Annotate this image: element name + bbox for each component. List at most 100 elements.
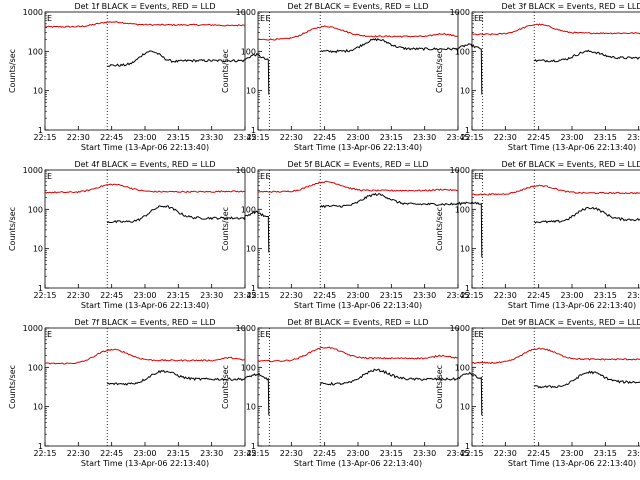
x-tick-label: 22:15 bbox=[246, 449, 269, 458]
y-tick-label: 10 bbox=[460, 87, 470, 96]
e-marker: E bbox=[260, 330, 265, 339]
x-axis-label: Start Time (13-Apr-06 22:13:40) bbox=[508, 459, 636, 468]
e-marker: E bbox=[478, 14, 483, 23]
y-tick-label: 1000 bbox=[23, 8, 43, 17]
lld-series-line bbox=[471, 347, 640, 365]
y-tick-label: 10 bbox=[246, 403, 256, 412]
x-tick-label: 23:45 bbox=[233, 133, 256, 142]
plot-frame bbox=[471, 169, 640, 289]
y-tick-label: 1000 bbox=[23, 166, 43, 175]
x-tick-label: 22:15 bbox=[460, 133, 483, 142]
x-axis-label: Start Time (13-Apr-06 22:13:40) bbox=[508, 301, 636, 310]
x-tick-label: 23:15 bbox=[167, 133, 190, 142]
x-tick-label: 23:00 bbox=[560, 449, 583, 458]
x-tick-label: 22:15 bbox=[246, 133, 269, 142]
panel-title: Det 2f BLACK = Events, RED = LLD bbox=[287, 2, 428, 11]
x-tick-label: 23:45 bbox=[446, 291, 469, 300]
x-tick-label: 22:30 bbox=[280, 133, 303, 142]
y-axis-label: Counts/sec bbox=[8, 365, 17, 409]
e-marker: E bbox=[260, 172, 265, 181]
events-series-line bbox=[106, 205, 270, 253]
x-tick-label: 22:45 bbox=[313, 133, 336, 142]
y-tick-label: 1000 bbox=[450, 166, 470, 175]
y-tick-label: 1 bbox=[251, 284, 256, 293]
panel-title: Det 4f BLACK = Events, RED = LLD bbox=[74, 160, 215, 169]
y-tick-label: 100 bbox=[28, 47, 43, 56]
y-tick-label: 1000 bbox=[23, 324, 43, 333]
panel-8: Det 8f BLACK = Events, RED = LLD 1 10 100 10… bbox=[221, 318, 484, 468]
e-marker: E bbox=[474, 14, 479, 23]
y-tick-label: 1 bbox=[465, 284, 470, 293]
x-tick-label: 23:15 bbox=[380, 133, 403, 142]
y-tick-label: 1000 bbox=[450, 324, 470, 333]
events-series-line bbox=[319, 192, 483, 258]
x-tick-label: 22:45 bbox=[100, 291, 123, 300]
x-tick-label: 23:00 bbox=[133, 133, 156, 142]
panel-4: Det 4f BLACK = Events, RED = LLD 1 10 100 10… bbox=[8, 160, 271, 310]
x-tick-label: 23:00 bbox=[560, 291, 583, 300]
y-axis-label: Counts/sec bbox=[221, 365, 230, 409]
events-series-line bbox=[107, 50, 270, 95]
x-tick-label: 22:30 bbox=[67, 133, 90, 142]
x-tick-label: 22:30 bbox=[280, 291, 303, 300]
plot-frame bbox=[44, 327, 246, 447]
y-tick-label: 100 bbox=[455, 363, 470, 372]
x-axis-label: Start Time (13-Apr-06 22:13:40) bbox=[294, 301, 422, 310]
panel-title: Det 1f BLACK = Events, RED = LLD bbox=[74, 2, 215, 11]
x-tick-label: 23:00 bbox=[133, 291, 156, 300]
panel-1: Det 1f BLACK = Events, RED = LLD 1 10 100 10… bbox=[8, 2, 271, 152]
y-tick-label: 100 bbox=[28, 363, 43, 372]
plot-frame bbox=[257, 327, 459, 447]
x-tick-label: 23:30 bbox=[200, 133, 223, 142]
x-tick-label: 23:00 bbox=[133, 449, 156, 458]
y-axis-label: Counts/sec bbox=[435, 207, 444, 251]
lld-series-line bbox=[44, 183, 246, 194]
x-tick-label: 22:30 bbox=[494, 133, 517, 142]
panel-title: Det 5f BLACK = Events, RED = LLD bbox=[287, 160, 428, 169]
x-tick-label: 22:45 bbox=[100, 133, 123, 142]
x-tick-label: 22:45 bbox=[313, 449, 336, 458]
x-tick-label: 22:45 bbox=[527, 133, 550, 142]
x-tick-label: 23:30 bbox=[413, 291, 436, 300]
y-tick-label: 10 bbox=[460, 403, 470, 412]
x-tick-label: 23:15 bbox=[167, 291, 190, 300]
y-axis-label: Counts/sec bbox=[435, 49, 444, 93]
x-tick-label: 23:45 bbox=[446, 133, 469, 142]
y-tick-label: 100 bbox=[241, 47, 256, 56]
e-marker: E bbox=[478, 330, 483, 339]
x-tick-label: 22:45 bbox=[100, 449, 123, 458]
events-series-line bbox=[533, 49, 640, 63]
y-axis-label: Counts/sec bbox=[435, 365, 444, 409]
y-tick-label: 1000 bbox=[236, 324, 256, 333]
x-axis-label: Start Time (13-Apr-06 22:13:40) bbox=[294, 459, 422, 468]
x-tick-label: 23:30 bbox=[413, 449, 436, 458]
panel-9: Det 9f BLACK = Events, RED = LLD 1 10 100 10… bbox=[435, 318, 640, 468]
plot-frame bbox=[257, 169, 459, 289]
x-tick-label: 22:30 bbox=[280, 449, 303, 458]
e-marker: E bbox=[265, 330, 270, 339]
e-marker: E bbox=[474, 172, 479, 181]
events-series-line bbox=[533, 206, 640, 224]
e-marker: E bbox=[47, 330, 52, 339]
panel-title: Det 7f BLACK = Events, RED = LLD bbox=[74, 318, 215, 327]
x-tick-label: 22:15 bbox=[33, 133, 56, 142]
e-marker: E bbox=[478, 172, 483, 181]
x-tick-label: 22:45 bbox=[527, 291, 550, 300]
panel-title: Det 3f BLACK = Events, RED = LLD bbox=[501, 2, 640, 11]
x-axis-label: Start Time (13-Apr-06 22:13:40) bbox=[294, 143, 422, 152]
x-tick-label: 23:15 bbox=[594, 133, 617, 142]
plot-frame bbox=[44, 169, 246, 289]
y-tick-label: 1 bbox=[38, 126, 43, 135]
x-tick-label: 23:00 bbox=[346, 291, 369, 300]
panel-title: Det 9f BLACK = Events, RED = LLD bbox=[501, 318, 640, 327]
panel-2: Det 2f BLACK = Events, RED = LLD 1 10 100 10… bbox=[221, 2, 484, 152]
e-marker: E bbox=[265, 172, 270, 181]
y-tick-label: 100 bbox=[28, 205, 43, 214]
panel-7: Det 7f BLACK = Events, RED = LLD 1 10 100 10… bbox=[8, 318, 271, 468]
x-tick-label: 22:15 bbox=[460, 449, 483, 458]
y-axis-label: Counts/sec bbox=[8, 49, 17, 93]
x-tick-label: 23:45 bbox=[233, 449, 256, 458]
x-axis-label: Start Time (13-Apr-06 22:13:40) bbox=[81, 143, 209, 152]
x-tick-label: 22:30 bbox=[67, 449, 90, 458]
